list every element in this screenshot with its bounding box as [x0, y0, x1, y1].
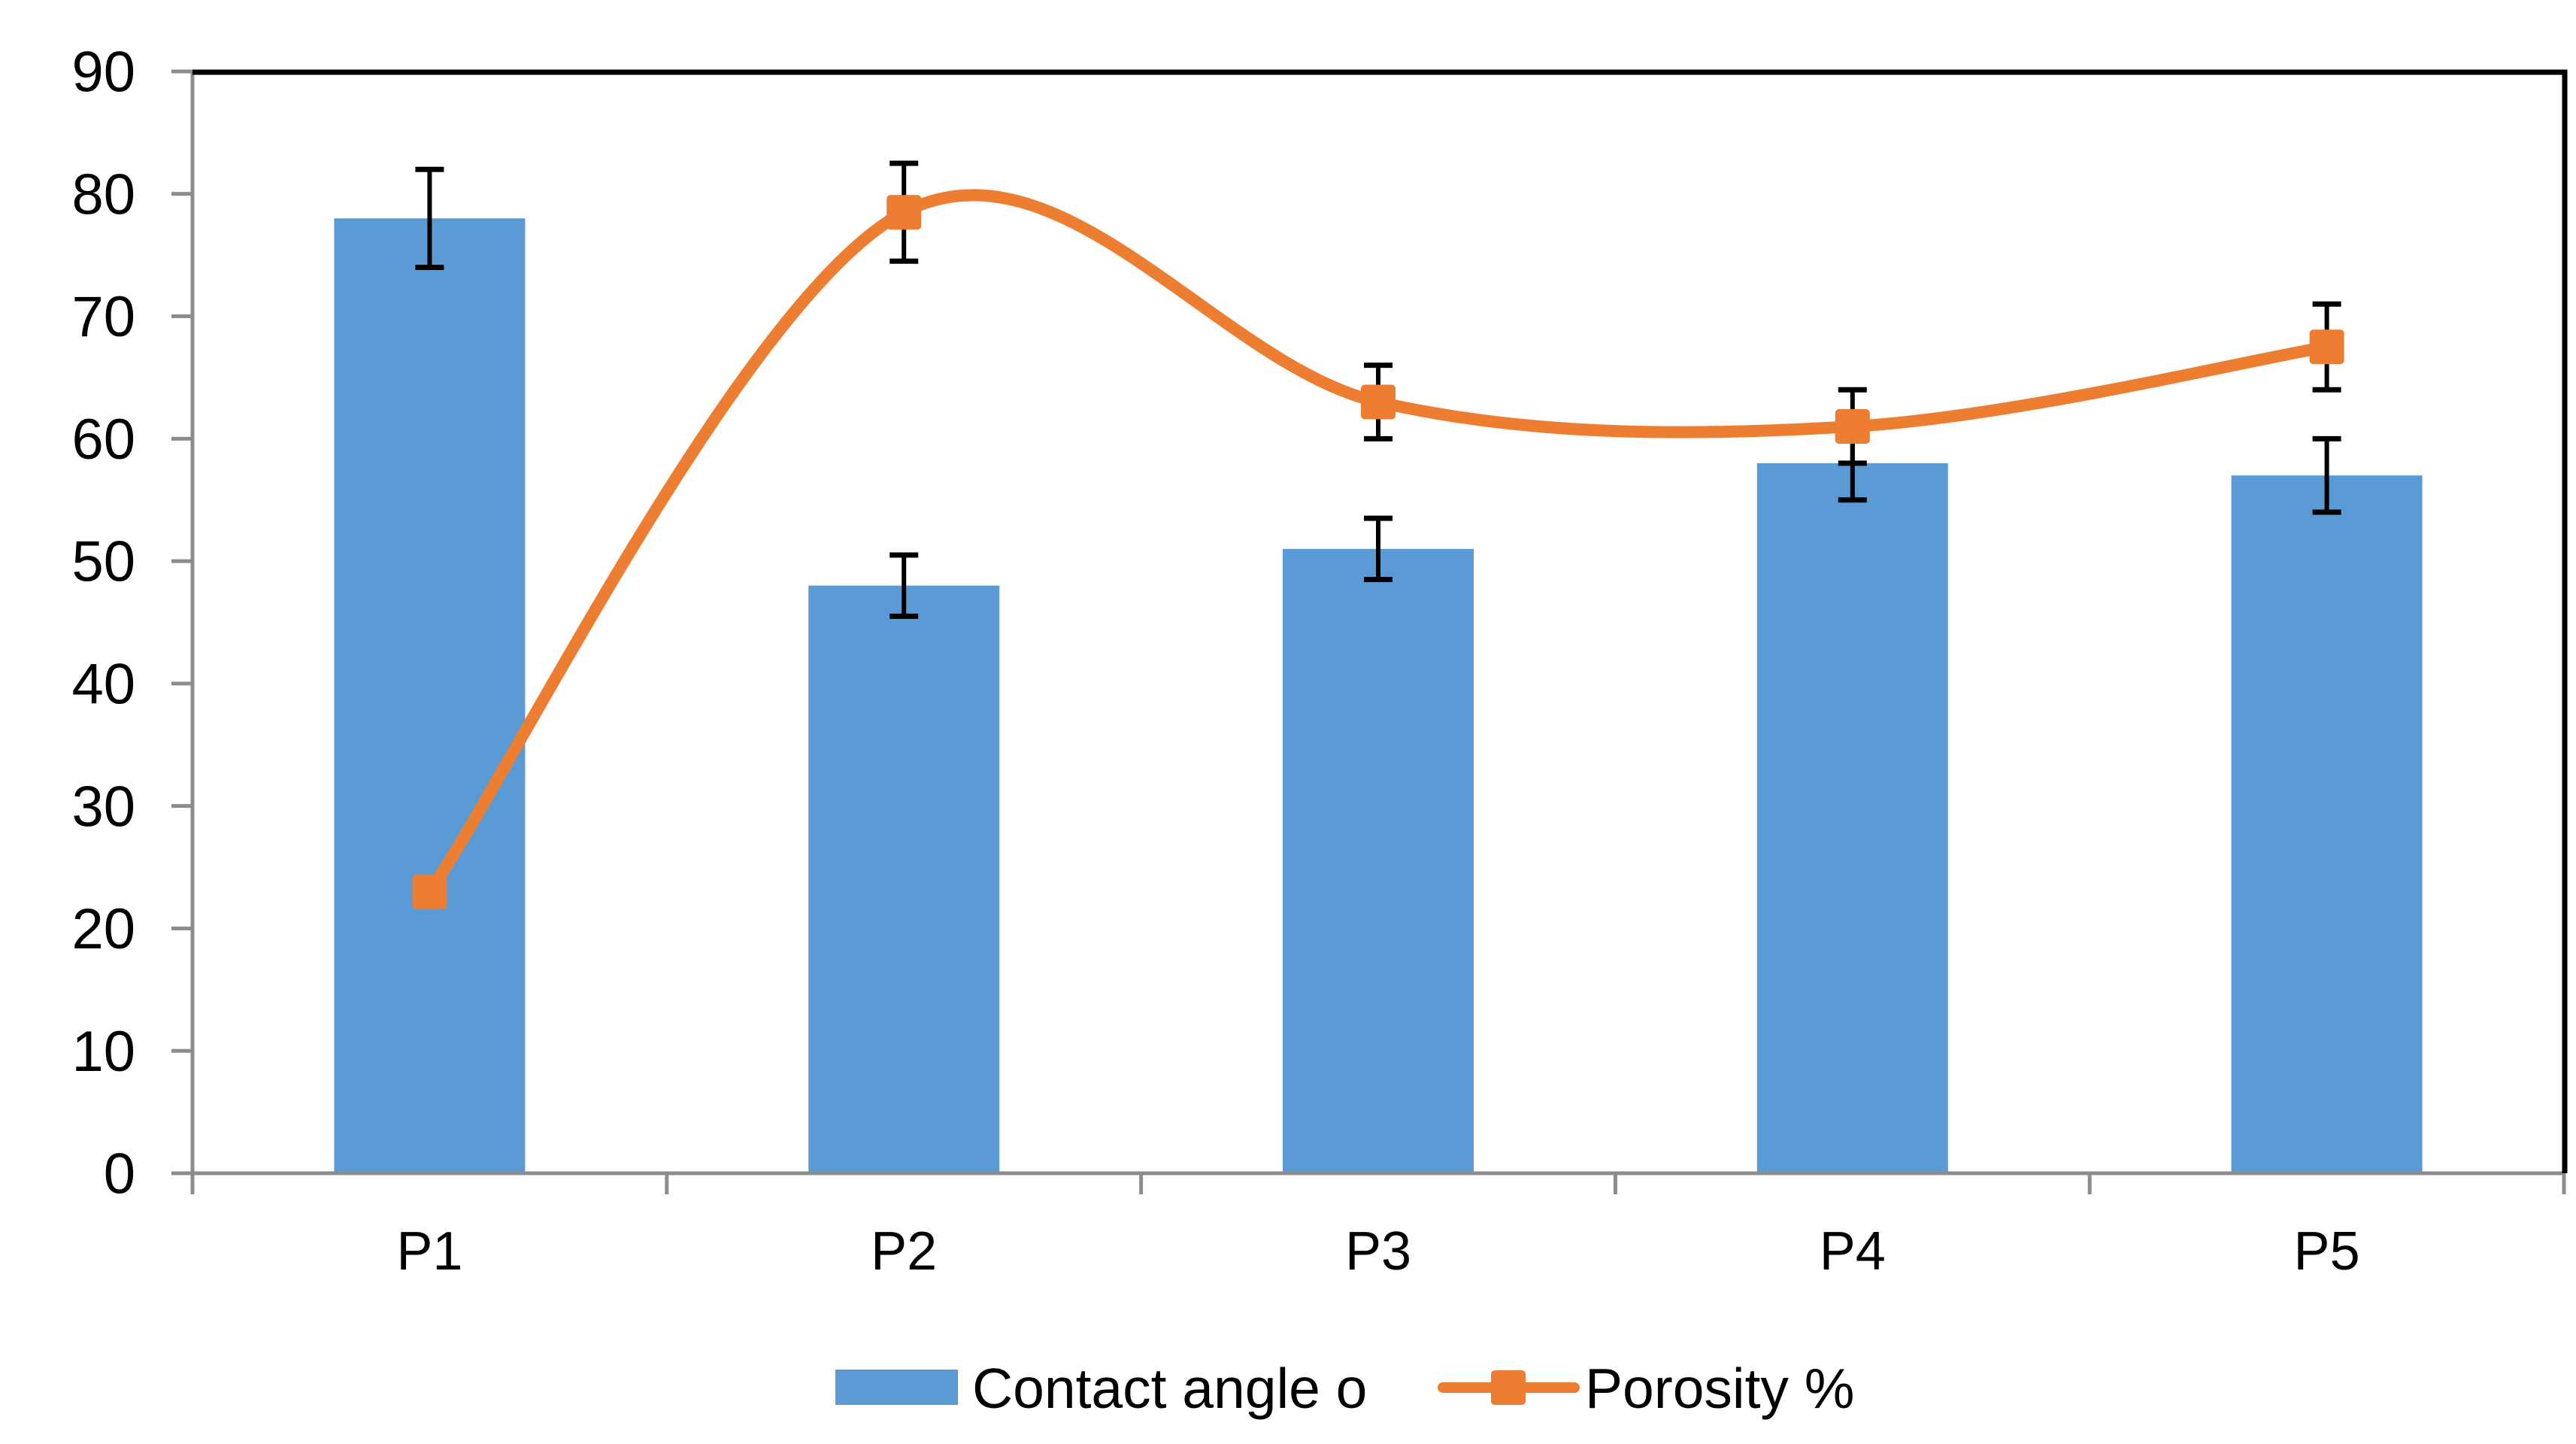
- y-tick-label-40: 40: [71, 652, 135, 716]
- bar-P2: [808, 585, 1000, 1173]
- bar-series: [334, 218, 2423, 1173]
- line-error-bars: [889, 160, 2341, 466]
- legend-marker-porosity: [1491, 1370, 1526, 1405]
- legend-label-porosity: Porosity %: [1585, 1357, 1854, 1420]
- line-marker-P5: [2309, 329, 2344, 365]
- legend-swatch-contact-angle: [835, 1370, 958, 1405]
- legend: Contact angle o Porosity %: [835, 1357, 1854, 1420]
- legend-label-contact-angle: Contact angle o: [972, 1357, 1367, 1420]
- line-marker-P3: [1361, 384, 1396, 420]
- porosity-line: [423, 189, 2333, 898]
- x-category-label-P3: P3: [1345, 1221, 1411, 1282]
- x-category-label-P4: P4: [1820, 1221, 1886, 1282]
- y-tick-label-80: 80: [71, 162, 135, 226]
- y-tick-label-10: 10: [71, 1020, 135, 1084]
- x-category-label-P1: P1: [396, 1221, 462, 1282]
- y-tick-label-20: 20: [71, 897, 135, 961]
- y-tick-label-60: 60: [71, 408, 135, 472]
- bar-P3: [1283, 548, 1474, 1173]
- y-tick-label-0: 0: [104, 1142, 135, 1206]
- y-tick-label-70: 70: [71, 285, 135, 349]
- line-marker-P1: [412, 874, 447, 909]
- x-category-label-P2: P2: [871, 1221, 937, 1282]
- x-category-label-P5: P5: [2294, 1221, 2360, 1282]
- line-marker-P2: [886, 195, 922, 230]
- axes: 0 10 20 30 40 50 60 70 80 90 P1 P2 P3 P4 P5: [71, 41, 2566, 1282]
- y-tick-label-90: 90: [71, 41, 135, 105]
- plot-frame: [192, 69, 2568, 1173]
- bar-P4: [1756, 463, 1948, 1173]
- line-marker-P4: [1835, 409, 1870, 444]
- chart-canvas: 0 10 20 30 40 50 60 70 80 90 P1 P2 P3 P4 P5 Contact ang…: [71, 41, 2568, 1420]
- combo-chart: 0 10 20 30 40 50 60 70 80 90 P1 P2 P3 P4 P5 Contact ang…: [30, 12, 2576, 1444]
- y-tick-label-50: 50: [71, 530, 135, 594]
- y-tick-label-30: 30: [71, 775, 135, 839]
- bar-P1: [334, 218, 526, 1173]
- line-markers: [412, 195, 2344, 909]
- bar-P5: [2231, 475, 2423, 1173]
